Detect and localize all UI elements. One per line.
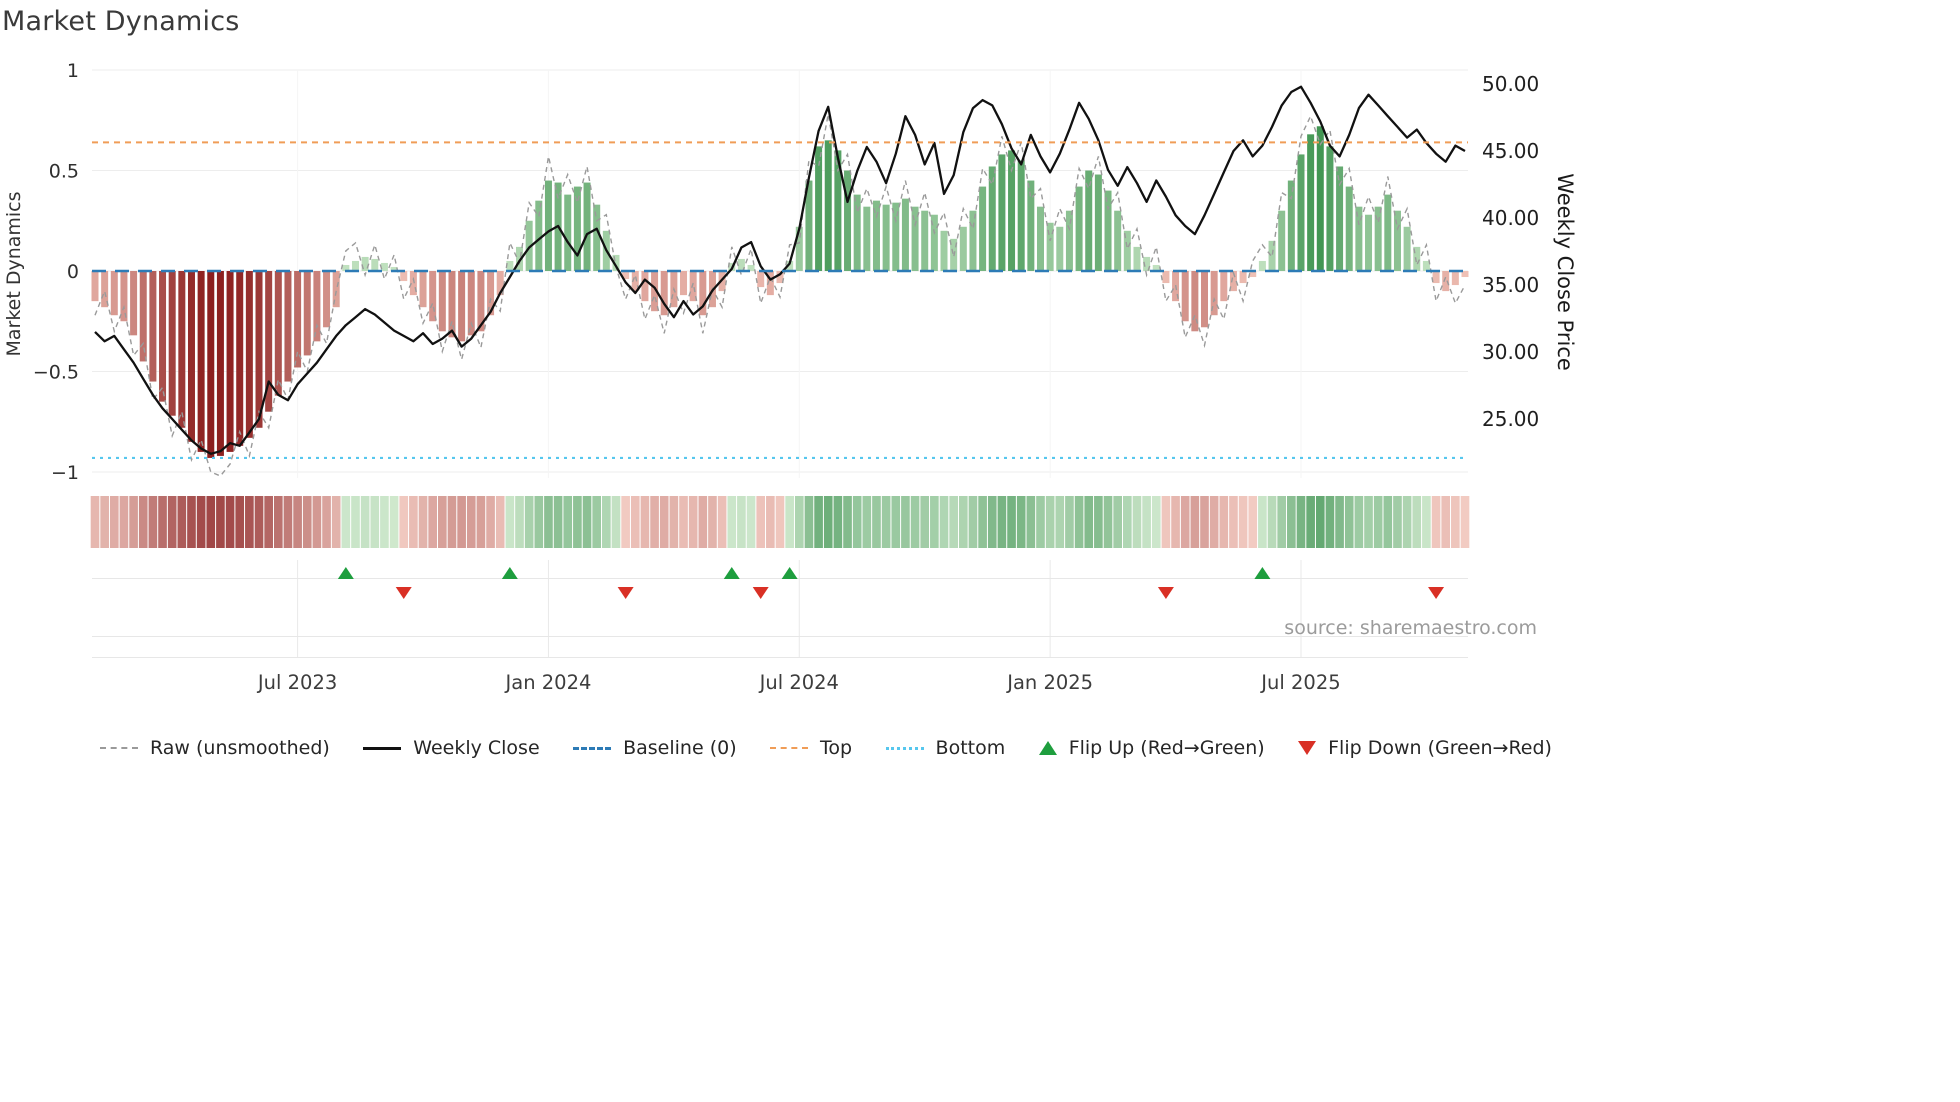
solid-line-icon [363,746,402,750]
source-text: source: sharemaestro.com [1284,617,1537,639]
legend-label-flip-up: Flip Up (Red→Green) [1068,737,1265,759]
left-axis-tick: 1 [67,60,79,82]
left-axis-tick: −0.5 [33,362,79,384]
x-tick-label: Jan 2024 [504,671,592,694]
market-dynamics-figure: source: sharemaestro.com Jul 2023 Jan 2024… [3,60,1577,694]
right-axis-label: Weekly Close Price [1553,173,1577,371]
right-axis-tick: 25.00 [1482,407,1539,431]
heatmap-strip [90,496,1470,548]
oscillator-bars [91,126,1469,458]
flip-up-triangle-icon [1038,741,1057,755]
right-axis-tick: 40.00 [1482,206,1539,230]
left-axis-tick: −1 [51,462,79,484]
right-axis-tick: 35.00 [1482,273,1539,297]
legend-label-weekly-close: Weekly Close [413,737,540,759]
flip-up-marker-icon [501,567,518,579]
raw-line [94,114,1466,477]
flip-down-marker-icon [1428,587,1445,599]
x-tick-label: Jan 2025 [1005,671,1093,694]
right-axis-tick: 50.00 [1482,72,1539,96]
x-tick-label: Jul 2024 [758,671,839,694]
x-tick-label: Jul 2023 [256,671,337,694]
legend-item-baseline: Baseline (0) [573,737,737,759]
flip-up-marker-icon [723,567,740,579]
legend-item-bottom: Bottom [885,737,1006,759]
left-axis-tick: 0.5 [49,161,79,183]
flip-down-markers [395,587,1445,599]
x-tick-label: Jul 2025 [1259,671,1340,694]
flip-down-marker-icon [752,587,769,599]
legend-item-raw: Raw (unsmoothed) [100,737,330,759]
flip-up-marker-icon [781,567,798,579]
weekly-close-line [94,85,1466,455]
legend-label-baseline: Baseline (0) [623,737,737,759]
x-axis-tick-labels: Jul 2023 Jan 2024 Jul 2024 Jan 2025 Jul 2025 [256,671,1341,694]
left-axis-tick-labels: 1 0.5 0 −0.5 −1 [33,60,79,484]
flip-down-triangle-icon [1298,741,1317,755]
legend-item-top: Top [770,737,852,759]
right-axis-tick: 30.00 [1482,340,1539,364]
top-dashed-line-icon [770,747,809,749]
legend-item-weekly-close: Weekly Close [363,737,540,759]
chart-legend: Raw (unsmoothed) Weekly Close Baseline (… [100,737,1552,759]
flip-up-marker-icon [337,567,354,579]
baseline-dashed-line-icon [573,746,612,750]
marker-panel-gridlines [92,578,1468,658]
reference-lines [92,141,1468,460]
right-axis-tick-labels: 50.00 45.00 40.00 35.00 30.00 25.00 [1482,72,1539,431]
legend-item-flip-up: Flip Up (Red→Green) [1038,737,1265,759]
raw-dashed-line-icon [100,747,138,749]
flip-down-marker-icon [395,587,412,599]
legend-label-flip-down: Flip Down (Green→Red) [1328,737,1552,759]
legend-item-flip-down: Flip Down (Green→Red) [1298,737,1552,759]
bottom-dotted-line-icon [885,746,924,750]
flip-up-markers [337,567,1271,579]
right-axis-tick: 45.00 [1482,139,1539,163]
legend-label-top: Top [820,737,853,759]
left-axis-tick: 0 [67,261,79,283]
page-title: Market Dynamics [2,6,240,37]
left-axis-label: Market Dynamics [3,191,25,356]
flip-up-marker-icon [1254,567,1271,579]
vertical-gridlines [297,70,1302,658]
legend-label-raw: Raw (unsmoothed) [150,737,330,759]
flip-down-marker-icon [1157,587,1174,599]
legend-label-bottom: Bottom [935,737,1006,759]
flip-down-marker-icon [617,587,634,599]
